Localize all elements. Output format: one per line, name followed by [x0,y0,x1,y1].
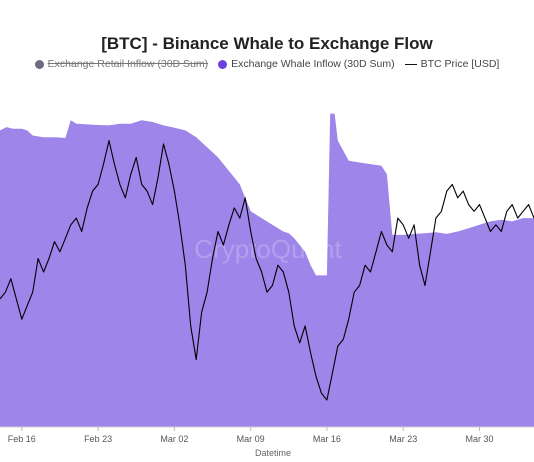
x-tick-label: Mar 30 [466,434,494,444]
legend-dot-retail-icon [34,59,44,69]
x-tick-label: Mar 09 [237,434,265,444]
chart-title: [BTC] - Binance Whale to Exchange Flow [101,34,433,53]
x-axis-title: Datetime [255,448,291,458]
x-tick-label: Mar 23 [389,434,417,444]
legend-label-whale: Exchange Whale Inflow (30D Sum) [231,58,395,70]
legend-label-btc: BTC Price [USD] [420,58,500,70]
legend-item-whale-inflow[interactable]: Exchange Whale Inflow (30D Sum) [218,58,395,70]
btc-price-line [0,140,534,401]
x-tick-label: Feb 16 [8,434,36,444]
legend-item-btc-price[interactable]: BTC Price [USD] [404,58,500,70]
x-tick-label: Feb 23 [84,434,112,444]
legend-label-retail: Exchange Retail Inflow (30D Sum) [47,58,209,70]
legend-dot-whale-icon [218,59,228,69]
watermark-text: CryptoQuant [194,234,342,264]
legend-item-retail-inflow[interactable]: Exchange Retail Inflow (30D Sum) [34,58,209,70]
x-tick-label: Mar 16 [313,434,341,444]
x-tick-label: Mar 02 [160,434,188,444]
chart-legend: Exchange Retail Inflow (30D Sum) Exchang… [0,58,534,70]
legend-line-btc-icon [404,63,417,65]
whale-inflow-area [0,113,534,427]
